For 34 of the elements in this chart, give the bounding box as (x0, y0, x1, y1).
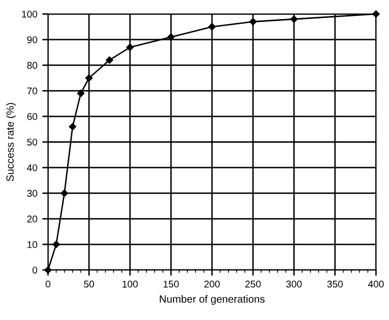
y-tick-label: 30 (27, 190, 38, 197)
point (167, 33, 175, 41)
x-axis-title: Number of generations (160, 295, 265, 305)
point (208, 23, 216, 30)
x-tick-label: 100 (122, 280, 138, 288)
x-tick-label: 150 (164, 280, 179, 288)
y-tick-label: 70 (27, 88, 38, 94)
x-tick-label: 50 (84, 280, 94, 288)
x-tick-label: 250 (245, 280, 261, 288)
x-tick-label: 300 (286, 280, 302, 288)
point (52, 240, 60, 248)
x-tick-label: 400 (368, 280, 384, 288)
y-tick-label: 60 (27, 113, 38, 120)
x-tick-label: 200 (204, 280, 220, 288)
y-axis-title: Success rate (%) (6, 102, 16, 182)
y-tick-label: 10 (28, 241, 38, 248)
y-tick-label: 40 (26, 164, 38, 172)
point (60, 190, 68, 197)
point (290, 15, 298, 23)
point (106, 56, 114, 64)
point (77, 90, 84, 97)
x-tick-label: 350 (327, 280, 343, 288)
point (372, 10, 380, 18)
y-tick-label: 80 (27, 62, 38, 69)
point (85, 74, 93, 82)
y-tick-label: 90 (27, 36, 38, 44)
y-tick-label: 20 (27, 216, 38, 222)
point (249, 18, 257, 26)
y-tick-label: 100 (22, 10, 38, 18)
y-tick-label: 50 (27, 138, 38, 146)
point (126, 44, 134, 51)
point (68, 123, 76, 130)
x-tick-label: 0 (46, 280, 50, 288)
y-tick-label: 0 (32, 266, 38, 274)
